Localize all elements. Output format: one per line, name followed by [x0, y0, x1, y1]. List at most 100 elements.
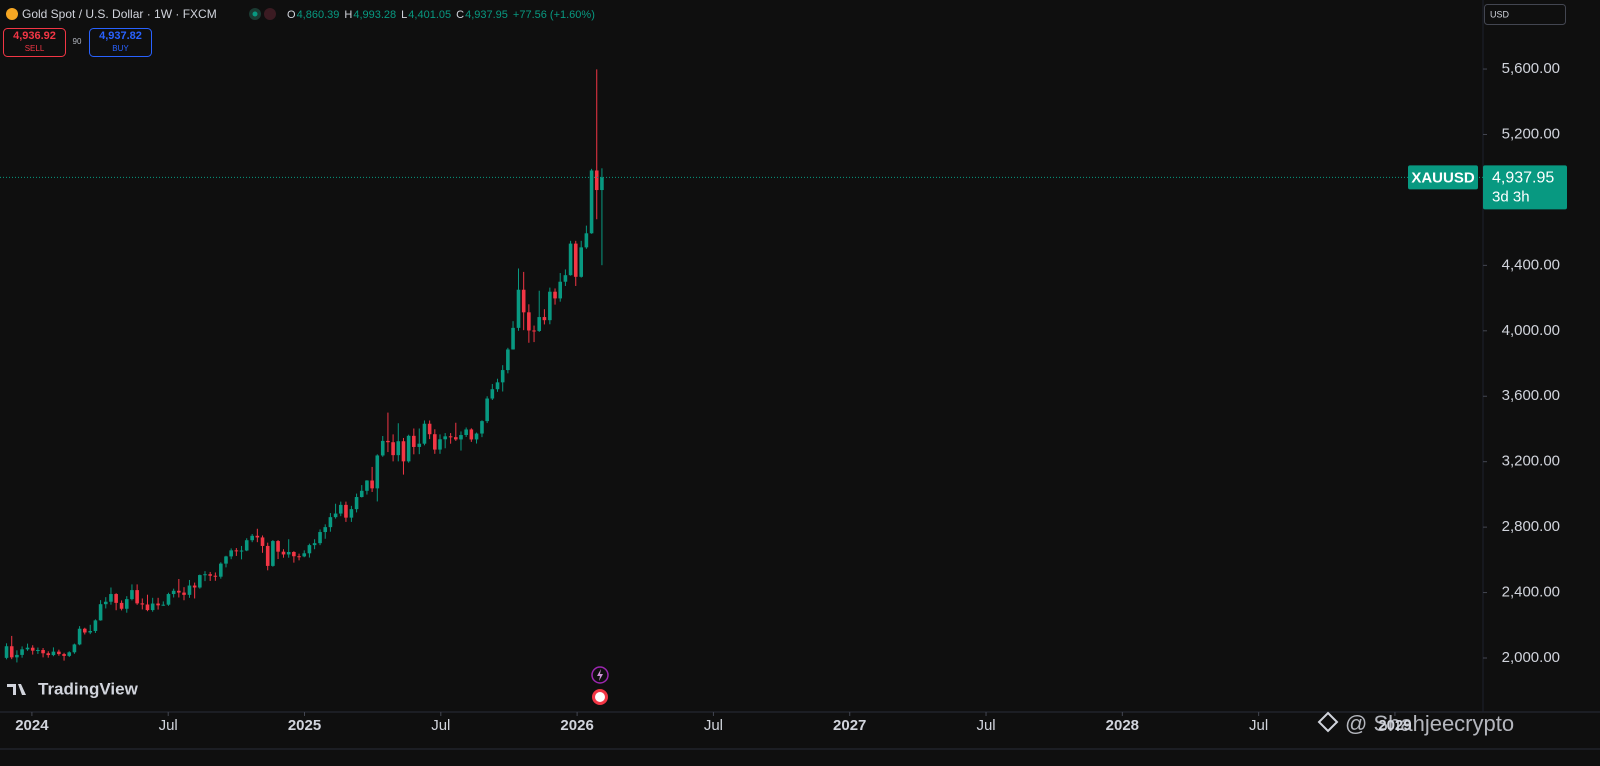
y-tick-label: 4,000.00: [1502, 322, 1560, 339]
candle-body: [594, 170, 599, 191]
status-icon: [264, 8, 276, 20]
candle-body: [542, 317, 547, 321]
x-tick-label: 2027: [833, 717, 866, 734]
candle-body: [438, 439, 442, 450]
candle-body: [548, 291, 552, 321]
candle-body: [25, 647, 30, 650]
candle-body: [171, 590, 176, 595]
candle-body: [568, 243, 573, 276]
x-tick-label: Jul: [704, 717, 723, 734]
candle-body: [396, 441, 401, 456]
buy-label: BUY: [112, 44, 129, 53]
buy-button[interactable]: [89, 28, 152, 57]
candle-body: [412, 435, 416, 447]
candle-body: [506, 349, 510, 371]
change: +77.56 (+1.60%): [513, 9, 595, 21]
candle-body: [307, 545, 312, 554]
candle-body: [344, 504, 348, 518]
candle-body: [4, 646, 9, 658]
candle-body: [338, 504, 343, 514]
x-tick-label: 2028: [1106, 717, 1139, 734]
candle-body: [433, 434, 437, 450]
candle-body: [41, 649, 45, 654]
event-icon[interactable]: [591, 666, 609, 684]
candle-body: [150, 603, 155, 611]
ohlc-key: L: [401, 9, 407, 21]
sell-button[interactable]: [3, 28, 66, 57]
x-tick-label: Jul: [159, 717, 178, 734]
symbol-title[interactable]: Gold Spot / U.S. Dollar · 1W · FXCM: [22, 7, 217, 21]
candle-body: [88, 631, 93, 633]
spread: 90: [73, 37, 82, 46]
candle-body: [57, 651, 61, 655]
currency-label: USD: [1490, 9, 1510, 19]
candle-body: [490, 389, 495, 399]
candle-body: [244, 540, 249, 551]
price-badge: [1483, 165, 1567, 210]
y-tick-label: 5,200.00: [1502, 125, 1560, 142]
x-tick-label: 2025: [288, 717, 321, 734]
candle-body: [198, 575, 202, 588]
y-tick-label: 5,600.00: [1502, 60, 1560, 77]
price-badge-label: 4,937.95: [1492, 170, 1554, 187]
watermark-icon: [1317, 711, 1339, 733]
candle-body: [229, 550, 233, 557]
candle-body: [516, 289, 521, 328]
candle-body: [500, 370, 505, 383]
candle-body: [182, 592, 186, 595]
event-icon-glyph: [597, 669, 603, 681]
candle-body: [255, 535, 260, 538]
candle-body: [391, 442, 395, 456]
countdown-label: 3d 3h: [1492, 188, 1530, 205]
candle-body: [72, 644, 77, 653]
candle-body: [187, 585, 192, 595]
candle-body: [495, 382, 500, 390]
candle-body: [203, 574, 207, 576]
status-dot: [252, 11, 258, 17]
sell-label: SELL: [25, 44, 45, 53]
candle-body: [323, 527, 328, 533]
ohlc-legend: O 4,860.39 H 4,993.28 L 4,401.05 C 4,937.95 +77.…: [287, 9, 595, 21]
candle-body: [427, 423, 432, 435]
candle-body: [454, 437, 458, 440]
candle-body: [422, 423, 427, 444]
candle-body: [537, 317, 542, 331]
news-icon-glyph: [595, 692, 605, 702]
candle-body: [239, 550, 244, 552]
y-tick-label: 2,800.00: [1502, 518, 1560, 535]
candle-body: [370, 480, 374, 489]
candle-body: [349, 509, 354, 518]
symbol-icon: [6, 8, 18, 20]
candle-body: [250, 535, 254, 541]
candle-body: [375, 455, 380, 489]
candle-body: [67, 652, 72, 656]
x-tick-label: Jul: [431, 717, 450, 734]
candle-body: [386, 440, 390, 443]
candle-body: [417, 443, 422, 447]
x-tick-label: 2024: [15, 717, 49, 734]
currency-dropdown[interactable]: [1484, 4, 1566, 25]
candle-body: [20, 649, 24, 655]
candle-body: [464, 429, 468, 436]
ohlc-value: 4,860.39: [297, 9, 340, 21]
candle-body: [485, 398, 489, 422]
candle-body: [109, 594, 113, 602]
candle-body: [130, 590, 134, 600]
candle-body: [573, 243, 578, 277]
candle-body: [161, 604, 166, 606]
candle-body: [286, 551, 291, 555]
candle-body: [15, 654, 19, 658]
x-tick-label: 2026: [560, 717, 593, 734]
ohlc-key: C: [456, 9, 464, 21]
sell-price: 4,936.92: [13, 30, 56, 42]
symbol-badge-label: XAUUSD: [1411, 169, 1475, 186]
y-tick-label: 3,600.00: [1502, 387, 1560, 404]
candle-body: [406, 435, 411, 462]
candle-body: [265, 545, 270, 566]
candle-body: [589, 170, 594, 234]
ohlc-key: O: [287, 9, 296, 21]
ohlc-key: H: [344, 9, 352, 21]
candle-body: [448, 436, 453, 438]
